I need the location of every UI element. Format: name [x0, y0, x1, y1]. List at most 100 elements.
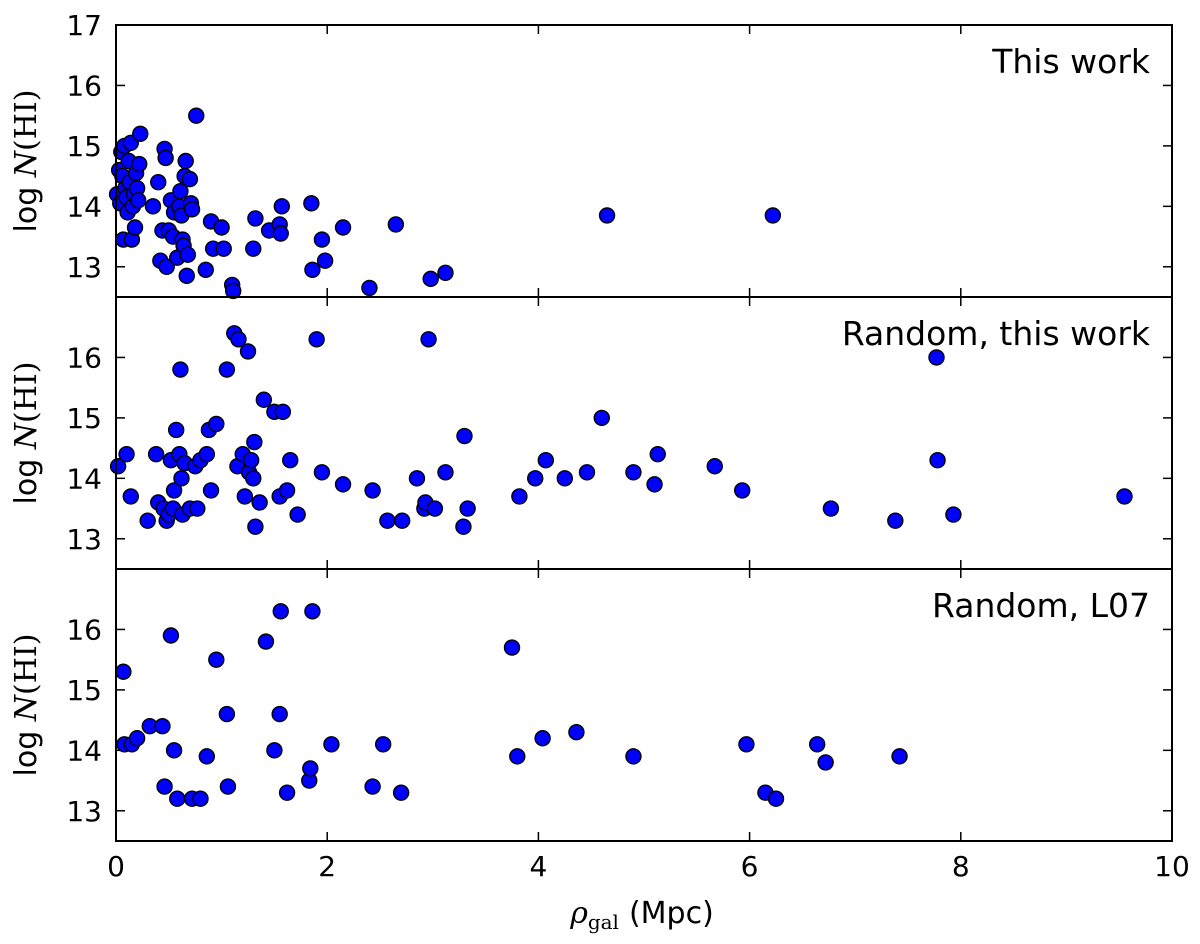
data-point: [257, 633, 275, 650]
data-point: [308, 331, 325, 348]
data-point: [208, 415, 225, 433]
data-point: [625, 748, 642, 765]
panel-1: 13 14 15 16 17 This work log N(HI): [9, 9, 1173, 300]
data-point: [361, 279, 378, 297]
data-point: [537, 452, 554, 469]
data-point: [437, 464, 454, 481]
data-point: [598, 207, 616, 224]
data-point: [183, 201, 201, 218]
data-point: [109, 458, 127, 475]
data-point: [173, 470, 190, 487]
data-point: [128, 730, 146, 747]
x-tick-label: 2: [318, 850, 336, 883]
data-point: [316, 252, 334, 269]
y-axis-label-prefix: log: [9, 177, 44, 232]
data-point: [225, 282, 242, 300]
data-point: [172, 361, 189, 378]
data-point: [1116, 488, 1133, 505]
data-point: [236, 488, 254, 505]
data-point: [649, 445, 666, 463]
data-point: [456, 427, 473, 445]
data-point: [334, 476, 352, 493]
data-point: [169, 790, 186, 807]
data-point: [218, 361, 236, 378]
y-tick-label: 15: [66, 402, 102, 435]
data-point: [808, 736, 826, 753]
data-point: [303, 195, 320, 212]
panel-2: 13 14 15 16 Random, this work log N(HI): [9, 296, 1173, 570]
data-point: [150, 173, 167, 191]
data-point: [534, 730, 551, 747]
data-point: [218, 705, 236, 723]
data-point: [157, 149, 174, 167]
panel-frame: [115, 568, 1173, 842]
x-axis-label-unit: (Mpc): [629, 896, 714, 931]
data-point: [158, 258, 175, 275]
y-axis-label-paren: (HI): [9, 90, 44, 151]
data-point: [767, 790, 785, 807]
data-point: [764, 207, 782, 224]
data-point: [126, 219, 144, 236]
data-point: [593, 409, 610, 427]
data-point: [255, 391, 273, 408]
data-point: [364, 482, 381, 499]
data-point: [374, 736, 392, 753]
data-point: [247, 518, 264, 535]
y-axis-label-symbol: N: [9, 693, 44, 722]
data-point: [213, 219, 230, 236]
data-point: [334, 219, 352, 236]
data-point: [738, 736, 755, 753]
panel-label: This work: [991, 42, 1151, 81]
y-tick-label: 15: [66, 674, 102, 707]
x-tick-label: 4: [529, 850, 547, 883]
panel-label: Random, L07: [932, 586, 1150, 625]
data-point: [154, 717, 171, 735]
data-point: [278, 482, 296, 499]
data-point: [242, 452, 260, 469]
data-point: [625, 464, 642, 481]
data-point: [278, 784, 296, 801]
y-axis-label-symbol: N: [9, 421, 44, 450]
data-point: [437, 264, 454, 282]
y-tick-label: 14: [66, 734, 102, 767]
data-point: [251, 494, 268, 511]
data-point: [304, 603, 321, 620]
data-point: [274, 403, 292, 421]
data-point: [147, 445, 165, 463]
data-point: [178, 267, 195, 285]
data-point: [118, 445, 135, 463]
data-point: [272, 225, 289, 242]
data-point: [313, 464, 331, 481]
data-point: [245, 470, 262, 487]
data-point: [189, 500, 206, 517]
data-point: [822, 500, 840, 517]
x-axis-label: ρgal (Mpc): [569, 896, 714, 934]
data-point: [289, 506, 306, 523]
data-point: [131, 155, 148, 173]
y-axis-label-paren: (HI): [9, 362, 44, 423]
x-tick-label: 6: [741, 850, 759, 883]
data-point: [887, 512, 904, 529]
data-point: [272, 603, 289, 620]
data-point: [420, 331, 437, 348]
x-axis-label-subscript: gal: [588, 910, 619, 934]
y-tick-label: 13: [66, 523, 102, 556]
data-point: [219, 778, 237, 795]
y-tick-label: 16: [66, 341, 102, 374]
data-point: [245, 240, 262, 257]
data-point: [422, 270, 439, 288]
data-point: [928, 349, 945, 366]
data-point: [379, 512, 396, 529]
data-point: [179, 246, 197, 263]
data-point: [323, 736, 340, 753]
data-point: [192, 790, 209, 807]
data-point: [459, 500, 476, 517]
data-point: [129, 192, 147, 209]
data-point: [527, 470, 544, 487]
y-axis-label-prefix: log: [9, 721, 44, 776]
data-point: [646, 476, 663, 493]
y-tick-label: 14: [66, 462, 102, 495]
y-tick-label: 13: [66, 795, 102, 828]
